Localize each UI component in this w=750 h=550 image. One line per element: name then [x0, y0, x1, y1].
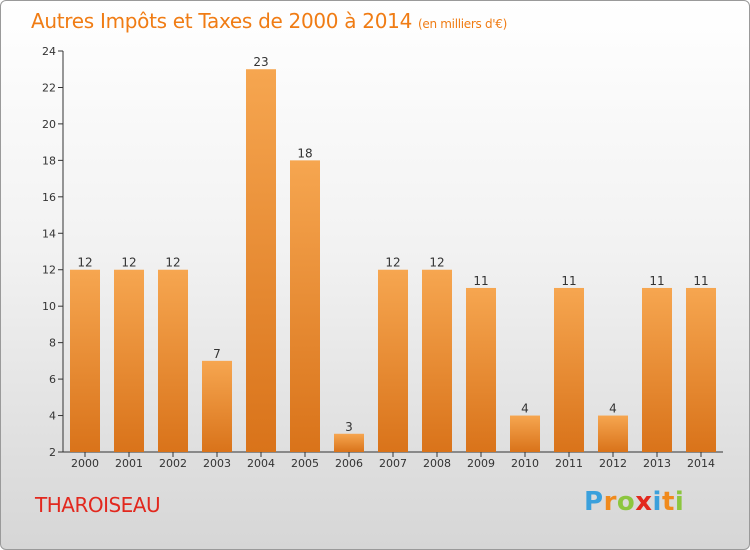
x-tick-label: 2005 — [291, 457, 319, 470]
logo-letter: i — [652, 487, 662, 517]
x-tick-label: 2011 — [555, 457, 583, 470]
y-tick-label: 8 — [49, 337, 56, 350]
bar-2010 — [510, 415, 540, 452]
bar-value-label: 7 — [213, 347, 221, 361]
bar-2013 — [642, 287, 672, 452]
x-tick-label: 2006 — [335, 457, 363, 470]
x-tick-label: 2001 — [115, 457, 143, 470]
bar-value-label: 12 — [429, 256, 444, 270]
chart-title: Autres Impôts et Taxes de 2000 à 2014 (en… — [31, 9, 507, 33]
bar-2009 — [466, 287, 496, 452]
x-tick-label: 2007 — [379, 457, 407, 470]
y-tick-label: 6 — [49, 373, 56, 386]
logo-letter: i — [674, 487, 685, 517]
y-tick-label: 16 — [42, 191, 56, 204]
bar-2002 — [158, 269, 188, 452]
commune-name: THAROISEAU — [35, 493, 161, 517]
y-tick-label: 20 — [42, 118, 56, 131]
bar-value-label: 18 — [297, 146, 312, 160]
y-tick-label: 10 — [42, 300, 56, 313]
bar-2008 — [422, 269, 452, 452]
x-tick-label: 2012 — [599, 457, 627, 470]
y-tick-label: 14 — [42, 227, 56, 240]
x-tick-label: 2014 — [687, 457, 715, 470]
bar-2003 — [202, 360, 232, 452]
y-tick-label: 18 — [42, 154, 56, 167]
logo-letter: x — [635, 487, 653, 517]
bar-2012 — [598, 415, 628, 452]
bar-value-label: 12 — [385, 256, 400, 270]
x-tick-label: 2013 — [643, 457, 671, 470]
bar-value-label: 11 — [561, 274, 576, 288]
bar-2006 — [334, 433, 364, 452]
y-tick-label: 24 — [42, 45, 56, 58]
bar-2014 — [686, 287, 716, 452]
bar-2011 — [554, 287, 584, 452]
logo-letter: o — [616, 487, 636, 517]
bar-2007 — [378, 269, 408, 452]
bar-value-label: 12 — [77, 256, 92, 270]
y-tick-label: 4 — [49, 410, 56, 423]
bar-value-label: 3 — [345, 420, 353, 434]
logo-letter: t — [661, 487, 675, 517]
bars: 12 12 12 7 23 18 3 12 12 11 4 11 4 11 11 — [70, 55, 716, 453]
x-tick-label: 2002 — [159, 457, 187, 470]
x-tick-label: 2008 — [423, 457, 451, 470]
logo-letter: r — [603, 487, 617, 517]
x-tick-label: 2000 — [71, 457, 99, 470]
chart-title-text: Autres Impôts et Taxes de 2000 à 2014 — [31, 9, 412, 33]
bar-value-label: 23 — [253, 55, 268, 69]
bar-2004 — [246, 69, 276, 453]
bar-value-label: 11 — [693, 274, 708, 288]
bar-value-label: 11 — [473, 274, 488, 288]
logo-letter: P — [584, 487, 604, 517]
y-tick-label: 12 — [42, 264, 56, 277]
y-tick-label: 2 — [49, 446, 56, 459]
chart-unit: (en milliers d'€) — [418, 17, 508, 31]
x-tick-label: 2004 — [247, 457, 275, 470]
bar-2001 — [114, 269, 144, 452]
x-tick-label: 2003 — [203, 457, 231, 470]
proxiti-logo[interactable]: Proxiti — [584, 487, 684, 517]
bar-2000 — [70, 269, 100, 452]
bar-value-label: 4 — [609, 402, 617, 416]
y-tick-label: 22 — [42, 81, 56, 94]
bar-value-label: 12 — [165, 256, 180, 270]
bar-2005 — [290, 160, 320, 452]
bar-value-label: 11 — [649, 274, 664, 288]
bar-value-label: 4 — [521, 402, 529, 416]
x-tick-label: 2010 — [511, 457, 539, 470]
x-tick-label: 2009 — [467, 457, 495, 470]
bar-value-label: 12 — [121, 256, 136, 270]
